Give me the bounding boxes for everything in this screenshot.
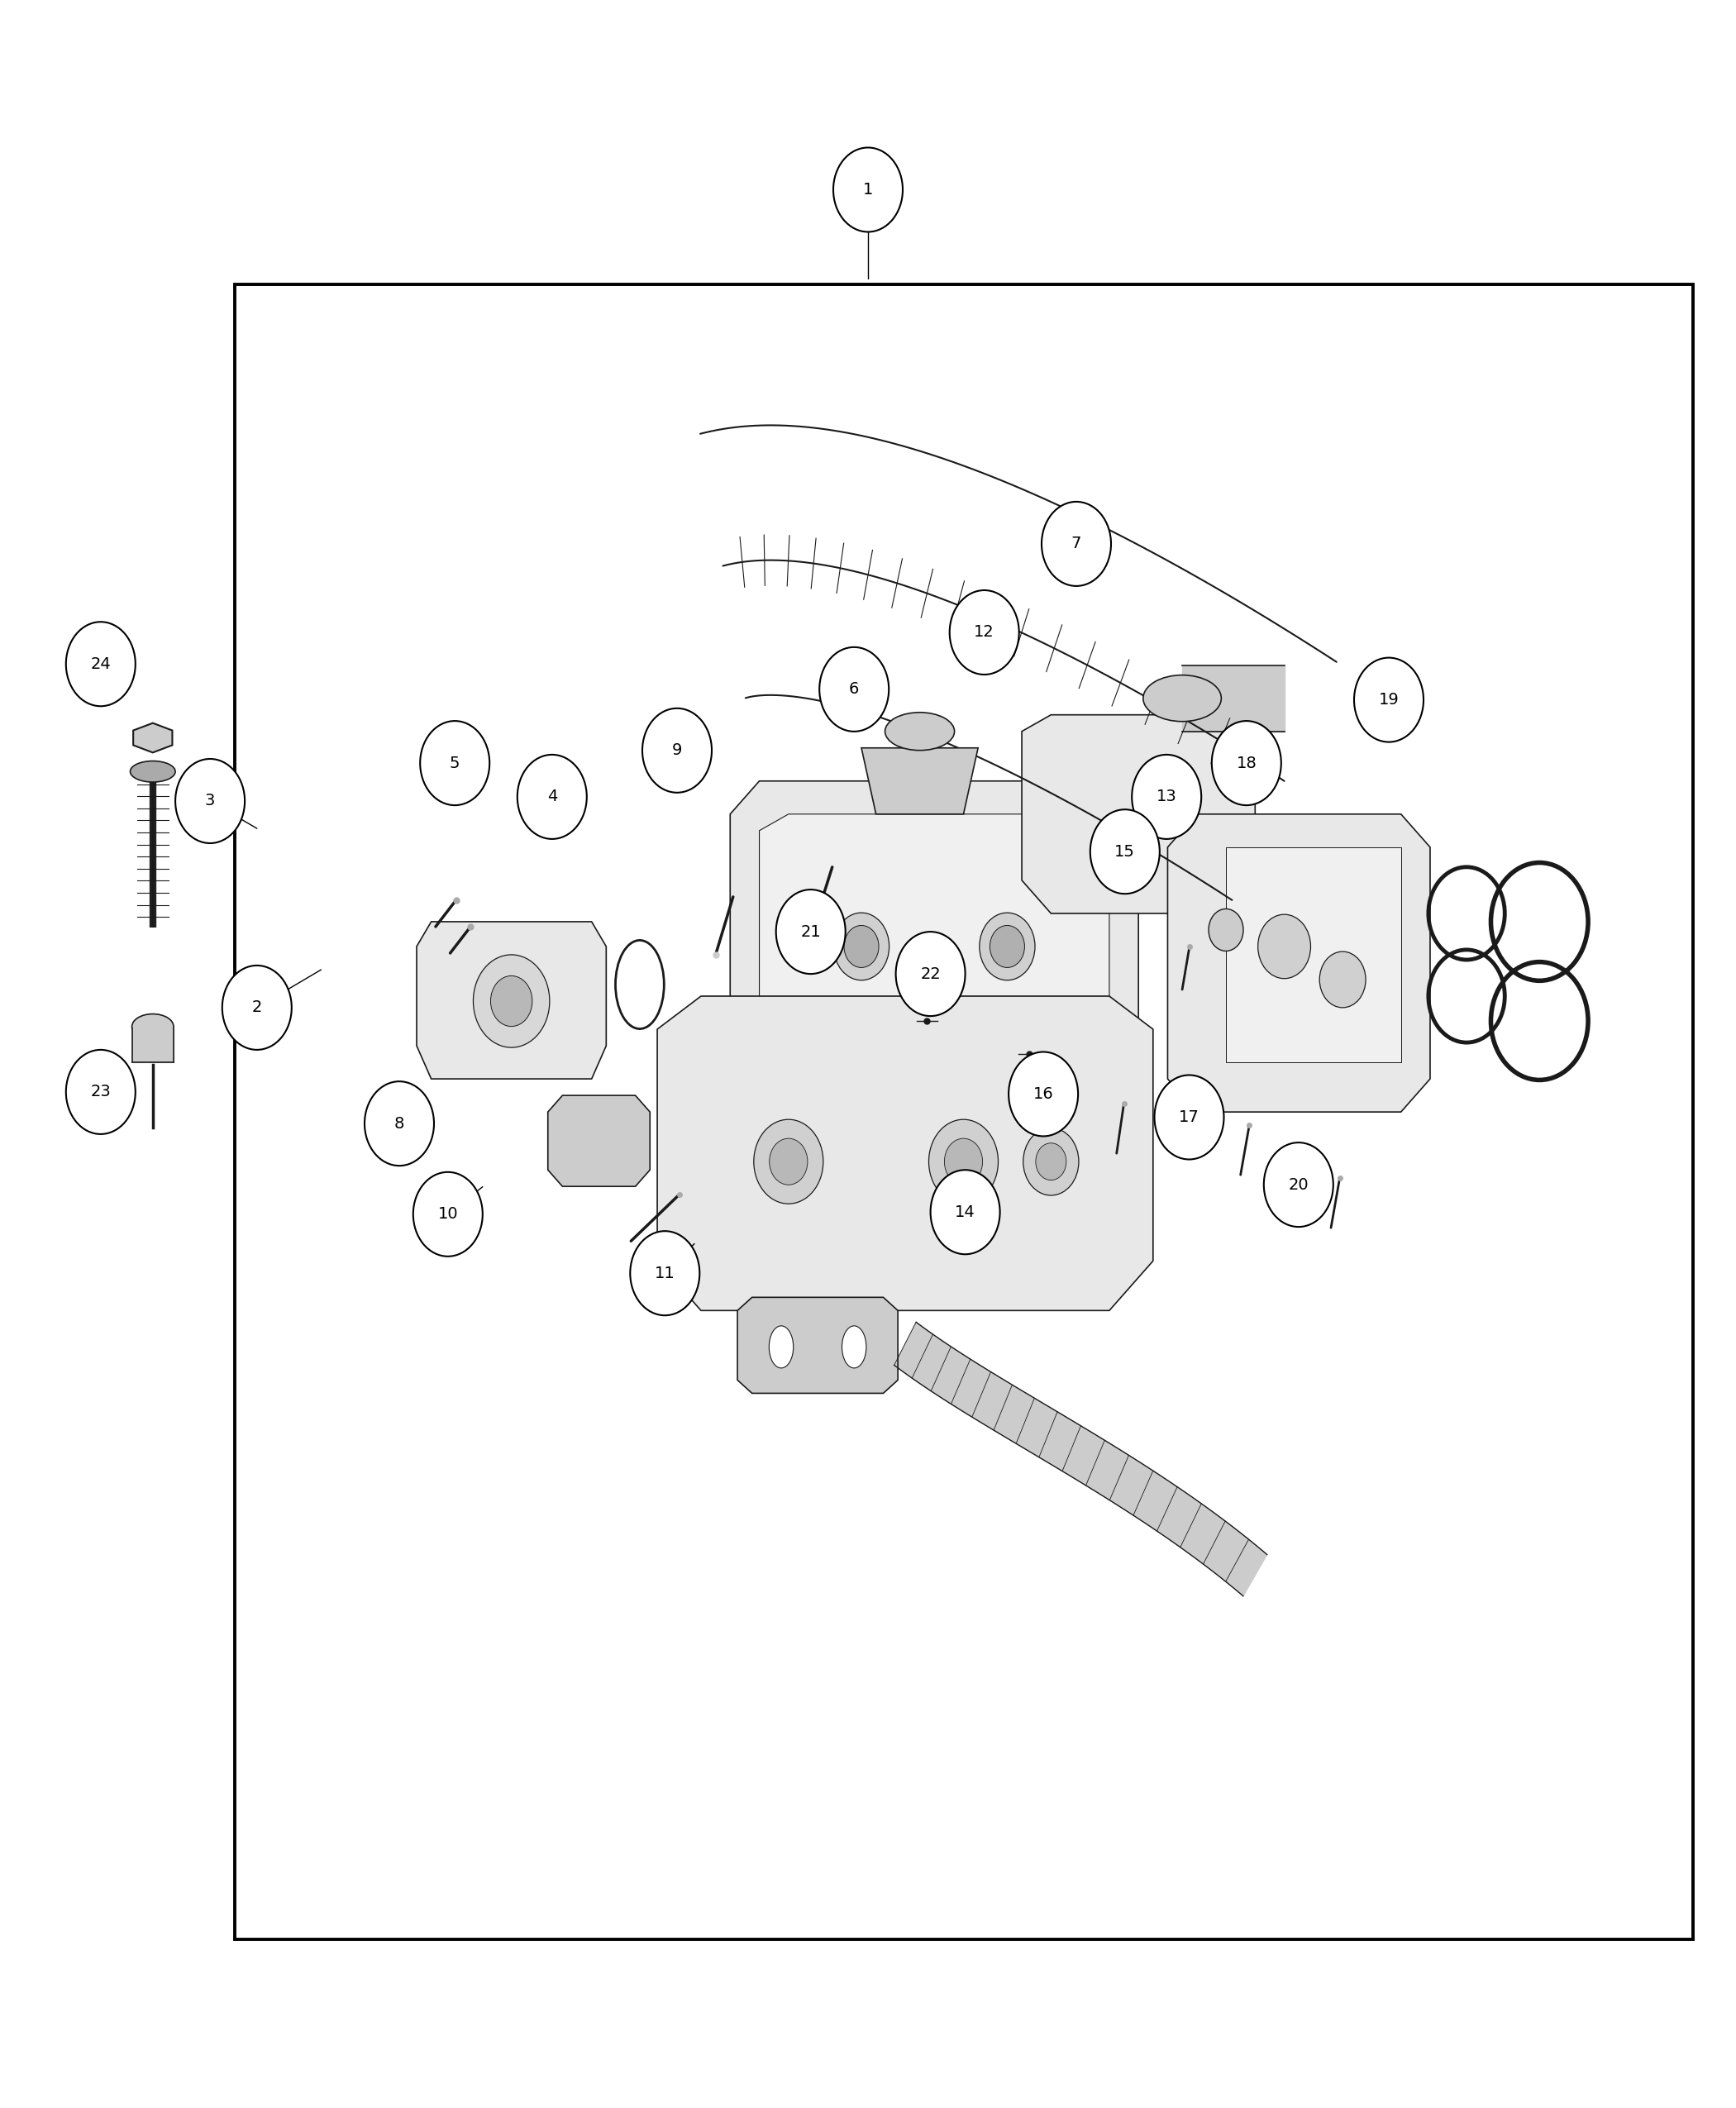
Polygon shape [731,782,1139,1113]
Circle shape [950,590,1019,675]
Text: 12: 12 [974,624,995,641]
Text: 4: 4 [547,788,557,805]
Circle shape [474,955,550,1048]
Circle shape [66,1050,135,1134]
Circle shape [979,913,1035,980]
Text: 8: 8 [394,1115,404,1132]
Ellipse shape [1144,675,1222,721]
Circle shape [222,965,292,1050]
Circle shape [833,913,889,980]
Text: 20: 20 [1288,1176,1309,1193]
Circle shape [1090,809,1160,894]
Circle shape [1023,1128,1078,1195]
Polygon shape [861,748,977,814]
Polygon shape [738,1296,898,1393]
Circle shape [929,1119,998,1204]
Polygon shape [894,1322,1267,1596]
Circle shape [1154,1075,1224,1159]
Ellipse shape [842,1326,866,1368]
Circle shape [930,1170,1000,1254]
Circle shape [1208,909,1243,951]
Circle shape [819,647,889,731]
Circle shape [420,721,490,805]
Text: 18: 18 [1236,755,1257,772]
Polygon shape [1023,715,1255,913]
Polygon shape [658,997,1153,1311]
Polygon shape [134,723,172,753]
Circle shape [844,925,878,968]
Polygon shape [549,1096,649,1187]
Circle shape [365,1081,434,1166]
Text: 3: 3 [205,793,215,809]
Polygon shape [759,814,1109,1062]
Circle shape [1036,1143,1066,1180]
Text: 7: 7 [1071,535,1082,552]
FancyBboxPatch shape [234,285,1693,1939]
Circle shape [833,148,903,232]
Circle shape [630,1231,700,1315]
Polygon shape [1168,814,1430,1113]
Text: 16: 16 [1033,1086,1054,1102]
Circle shape [1009,1052,1078,1136]
Polygon shape [417,921,606,1079]
Text: 14: 14 [955,1204,976,1221]
Text: 23: 23 [90,1084,111,1100]
Circle shape [990,925,1024,968]
Circle shape [66,622,135,706]
Circle shape [491,976,533,1027]
Circle shape [1212,721,1281,805]
Text: 2: 2 [252,999,262,1016]
Text: 22: 22 [920,965,941,982]
Text: 15: 15 [1115,843,1135,860]
Circle shape [1042,502,1111,586]
Circle shape [1264,1143,1333,1227]
Text: 19: 19 [1378,691,1399,708]
Text: 13: 13 [1156,788,1177,805]
Circle shape [175,759,245,843]
Ellipse shape [885,713,955,750]
Polygon shape [1182,666,1285,731]
Text: 21: 21 [800,923,821,940]
Text: 11: 11 [654,1265,675,1282]
Circle shape [413,1172,483,1256]
Text: 17: 17 [1179,1109,1200,1126]
Text: 9: 9 [672,742,682,759]
Circle shape [776,890,845,974]
Ellipse shape [769,1326,793,1368]
Polygon shape [132,1029,174,1062]
Circle shape [1259,915,1311,978]
Circle shape [1319,951,1366,1008]
Text: 5: 5 [450,755,460,772]
Circle shape [517,755,587,839]
Ellipse shape [132,1014,174,1039]
Circle shape [1132,755,1201,839]
Circle shape [1354,658,1424,742]
Ellipse shape [130,761,175,782]
Circle shape [896,932,965,1016]
Circle shape [769,1138,807,1185]
Circle shape [944,1138,983,1185]
Polygon shape [1226,847,1401,1062]
Text: 24: 24 [90,656,111,672]
Text: 1: 1 [863,181,873,198]
Text: 10: 10 [437,1206,458,1223]
Circle shape [753,1119,823,1204]
Circle shape [642,708,712,793]
Text: 6: 6 [849,681,859,698]
